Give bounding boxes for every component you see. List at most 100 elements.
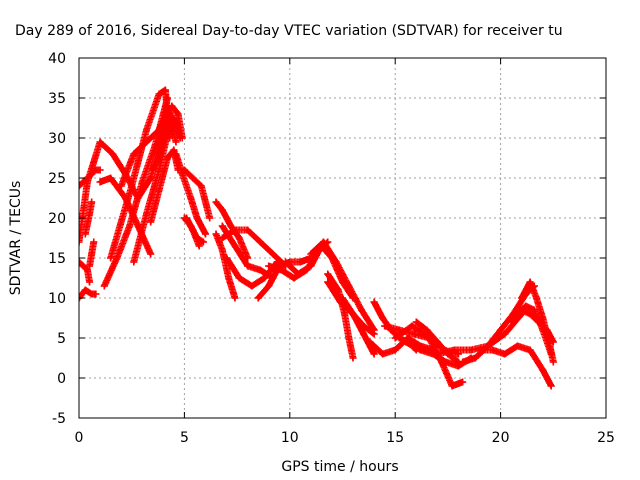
series-arc-34 — [402, 338, 475, 370]
series-arc-15 — [180, 166, 214, 222]
data-point — [197, 182, 205, 190]
data-point — [476, 346, 484, 354]
data-point — [307, 262, 315, 270]
data-point — [147, 218, 155, 226]
data-point — [96, 138, 104, 146]
data-point — [151, 142, 159, 150]
data-point — [199, 238, 207, 246]
series-arc-6 — [86, 238, 98, 270]
data-point — [408, 322, 416, 330]
y-tick-label: 20 — [48, 211, 66, 227]
data-point — [107, 254, 115, 262]
data-point — [189, 174, 197, 182]
series-arc-17 — [183, 214, 203, 250]
y-tick-label: 5 — [57, 331, 66, 347]
data-point — [244, 226, 252, 234]
data-point — [235, 234, 243, 242]
data-point — [423, 326, 431, 334]
series-arc-29 — [339, 294, 378, 338]
data-point — [416, 346, 424, 354]
data-point — [282, 258, 290, 266]
data-point — [88, 170, 96, 178]
data-point — [488, 346, 496, 354]
y-tick-label: 40 — [48, 51, 66, 67]
x-tick-label: 5 — [180, 430, 189, 446]
data-point — [471, 354, 479, 362]
data-point — [273, 258, 281, 266]
data-point — [296, 258, 304, 266]
data-point — [83, 174, 91, 182]
data-point — [294, 270, 302, 278]
data-point — [227, 222, 235, 230]
series-arc-13 — [149, 102, 186, 174]
data-point — [539, 326, 547, 334]
data-point — [201, 230, 209, 238]
data-point — [513, 342, 521, 350]
data-point — [526, 346, 534, 354]
data-point — [159, 142, 167, 150]
data-point — [513, 310, 521, 318]
x-tick-label: 20 — [492, 430, 510, 446]
data-point — [81, 286, 89, 294]
data-point — [172, 138, 180, 146]
data-point — [345, 282, 353, 290]
data-point — [459, 378, 467, 386]
data-point — [341, 310, 349, 318]
data-point — [223, 254, 231, 262]
series-arc-2 — [79, 166, 104, 190]
data-point — [86, 210, 94, 218]
x-tick-label: 10 — [281, 430, 299, 446]
data-point — [100, 282, 108, 290]
data-point — [109, 150, 117, 158]
data-point — [507, 318, 515, 326]
data-point — [360, 322, 368, 330]
data-point — [433, 350, 441, 358]
series-arc-35 — [412, 318, 462, 366]
data-point — [379, 350, 387, 358]
data-point — [410, 330, 418, 338]
series-arc-5 — [81, 198, 96, 238]
data-point — [161, 86, 169, 94]
data-point — [501, 350, 509, 358]
data-point — [231, 242, 239, 250]
y-tick-label: 15 — [48, 251, 66, 267]
data-point — [79, 238, 83, 246]
data-point — [149, 166, 157, 174]
y-tick-label: -5 — [52, 411, 66, 427]
data-point — [265, 262, 273, 270]
series-arc-41 — [513, 302, 555, 358]
data-point — [366, 338, 374, 346]
data-point — [92, 290, 100, 298]
data-point — [459, 358, 467, 366]
data-point — [180, 166, 188, 174]
data-point — [172, 150, 180, 158]
data-point — [231, 226, 239, 234]
data-point — [467, 346, 475, 354]
data-point — [547, 382, 555, 390]
data-point — [357, 306, 365, 314]
data-point — [79, 262, 87, 270]
data-point — [218, 222, 226, 230]
data-point — [339, 294, 346, 302]
data-point — [88, 250, 96, 258]
data-point — [147, 174, 155, 182]
series-arc-18 — [212, 230, 239, 302]
data-point — [155, 90, 163, 98]
series-arc-3 — [79, 258, 94, 286]
data-point — [324, 278, 332, 286]
data-point — [549, 358, 557, 366]
data-point — [391, 334, 399, 342]
data-point — [170, 146, 178, 154]
data-point — [290, 274, 298, 282]
data-point — [90, 238, 98, 246]
data-point — [370, 330, 378, 338]
data-point — [349, 310, 357, 318]
data-point — [168, 102, 176, 110]
data-point — [497, 326, 505, 334]
data-point — [277, 266, 285, 274]
data-point — [130, 150, 138, 158]
data-point — [178, 134, 186, 142]
data-point — [164, 154, 172, 162]
y-tick-label: 10 — [48, 291, 66, 307]
